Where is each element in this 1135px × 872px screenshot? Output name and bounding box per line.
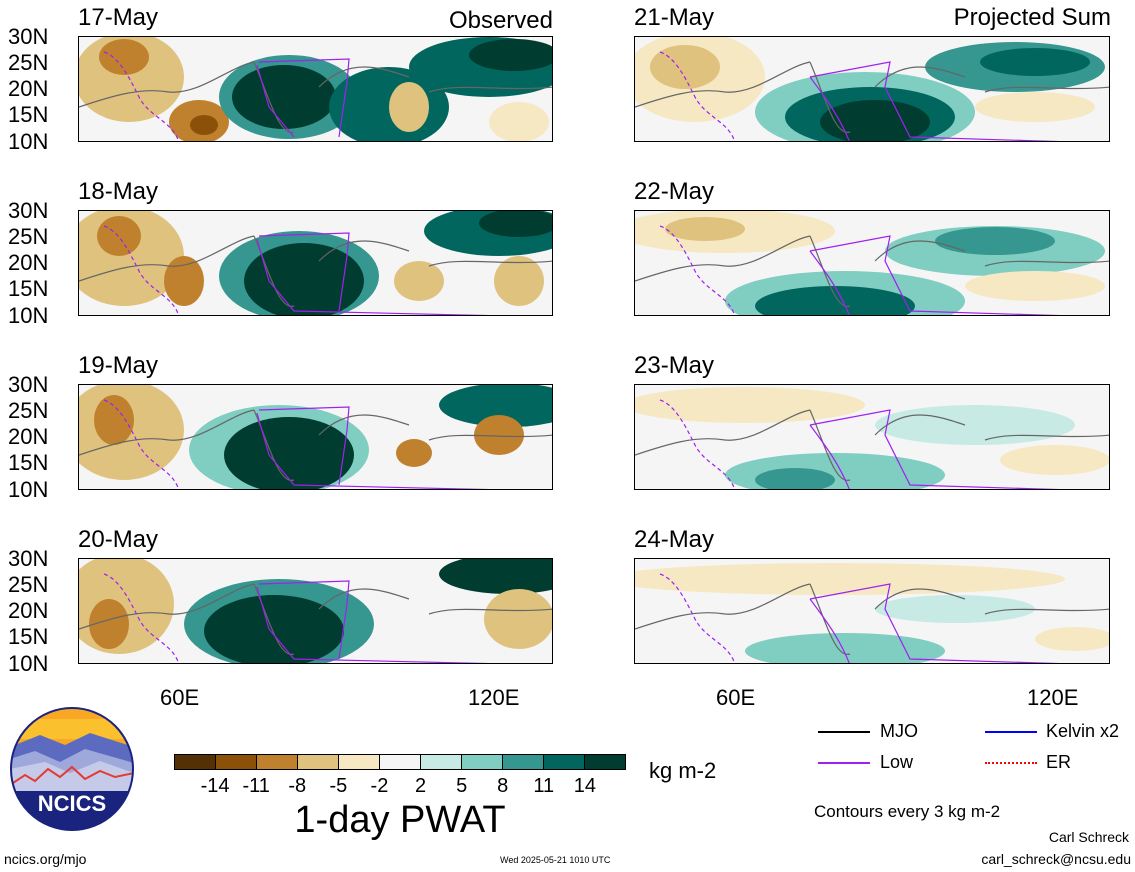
lat-label: 30N — [8, 198, 49, 223]
map-panel-projected-2 — [634, 210, 1110, 316]
colorbar-tick-label: -5 — [329, 775, 348, 797]
colorbar-tick-label: -14 — [200, 775, 230, 797]
panel-date-7: 23-May — [634, 352, 715, 379]
colorbar-swatch — [256, 755, 297, 769]
lat-label: 20N — [8, 424, 49, 449]
lat-label: 20N — [8, 250, 49, 275]
ncics-logo: NCICS — [10, 707, 134, 831]
lat-label: 15N — [8, 276, 49, 301]
lat-label: 15N — [8, 450, 49, 475]
colorbar-swatch — [584, 755, 625, 769]
logo-text: NCICS — [38, 791, 106, 816]
panel-date-1: 17-May — [78, 4, 159, 31]
colorbar-tick-label: 8 — [497, 775, 509, 797]
panel-date-4: 20-May — [78, 526, 159, 553]
colorbar-swatch — [338, 755, 379, 769]
lat-label: 15N — [8, 624, 49, 649]
lat-label: 10N — [8, 303, 49, 328]
lat-label: 10N — [8, 129, 49, 154]
map-panel-projected-1 — [634, 36, 1110, 142]
lon-label: 60E — [160, 685, 200, 710]
projected-label: Projected Sum — [953, 4, 1111, 31]
map-panel-observed-1 — [78, 36, 553, 142]
panel-date-8: 24-May — [634, 526, 715, 553]
legend-label-er: ER — [1046, 752, 1072, 772]
colorbar-swatch — [543, 755, 584, 769]
observed-label: Observed — [448, 7, 553, 34]
lon-label: 120E — [1027, 685, 1079, 710]
colorbar-swatch — [215, 755, 256, 769]
author-email[interactable]: carl_schreck@ncsu.edu — [981, 851, 1131, 867]
lat-label: 15N — [8, 102, 49, 127]
panel-date-5: 21-May — [634, 4, 715, 31]
colorbar-tick-label: 5 — [456, 775, 468, 797]
legend-line-mjo — [818, 731, 870, 733]
map-panel-observed-4 — [78, 558, 553, 664]
legend-line-low — [818, 762, 870, 764]
colorbar-swatch — [420, 755, 461, 769]
lat-label: 30N — [8, 372, 49, 397]
colorbar-tick-label: -8 — [288, 775, 307, 797]
colorbar-units: kg m-2 — [649, 758, 717, 783]
lat-label: 30N — [8, 546, 49, 571]
colorbar-tick-label: 14 — [573, 775, 597, 797]
lat-label: 20N — [8, 76, 49, 101]
legend-line-er — [985, 762, 1037, 764]
timestamp: Wed 2025-05-21 1010 UTC — [500, 855, 611, 865]
lon-label: 60E — [716, 685, 756, 710]
map-panel-observed-3 — [78, 384, 553, 490]
map-panel-projected-4 — [634, 558, 1110, 664]
site-url[interactable]: ncics.org/mjo — [4, 851, 87, 867]
legend-label-kelvin: Kelvin x2 — [1046, 721, 1120, 741]
panel-date-6: 22-May — [634, 178, 715, 205]
colorbar-swatch — [297, 755, 338, 769]
contours-note: Contours every 3 kg m-2 — [814, 802, 1001, 821]
colorbar-swatch — [175, 755, 215, 769]
lat-label: 25N — [8, 224, 49, 249]
colorbar-tick-label: 2 — [414, 775, 427, 797]
colorbar-title: 1-day PWAT — [294, 799, 506, 841]
colorbar-swatch — [379, 755, 420, 769]
author-name: Carl Schreck — [1048, 829, 1129, 845]
panel-date-2: 18-May — [78, 178, 159, 205]
panel-date-3: 19-May — [78, 352, 159, 379]
map-panel-observed-2 — [78, 210, 553, 316]
colorbar-swatch — [461, 755, 502, 769]
lat-label: 10N — [8, 477, 49, 502]
lat-label: 25N — [8, 572, 49, 597]
legend-line-kelvin — [985, 731, 1037, 733]
colorbar-swatch — [502, 755, 543, 769]
colorbar-tick-label: 11 — [533, 775, 555, 797]
lon-label: 120E — [468, 685, 520, 710]
legend-label-low: Low — [880, 752, 914, 772]
colorbar-tick-label: -2 — [370, 775, 389, 797]
lat-label: 20N — [8, 598, 49, 623]
lat-label: 10N — [8, 651, 49, 676]
lat-label: 30N — [8, 24, 49, 49]
lat-label: 25N — [8, 50, 49, 75]
colorbar — [174, 754, 626, 770]
colorbar-tick-label: -11 — [242, 775, 270, 797]
legend-label-mjo: MJO — [880, 721, 918, 741]
map-panel-projected-3 — [634, 384, 1110, 490]
lat-label: 25N — [8, 398, 49, 423]
